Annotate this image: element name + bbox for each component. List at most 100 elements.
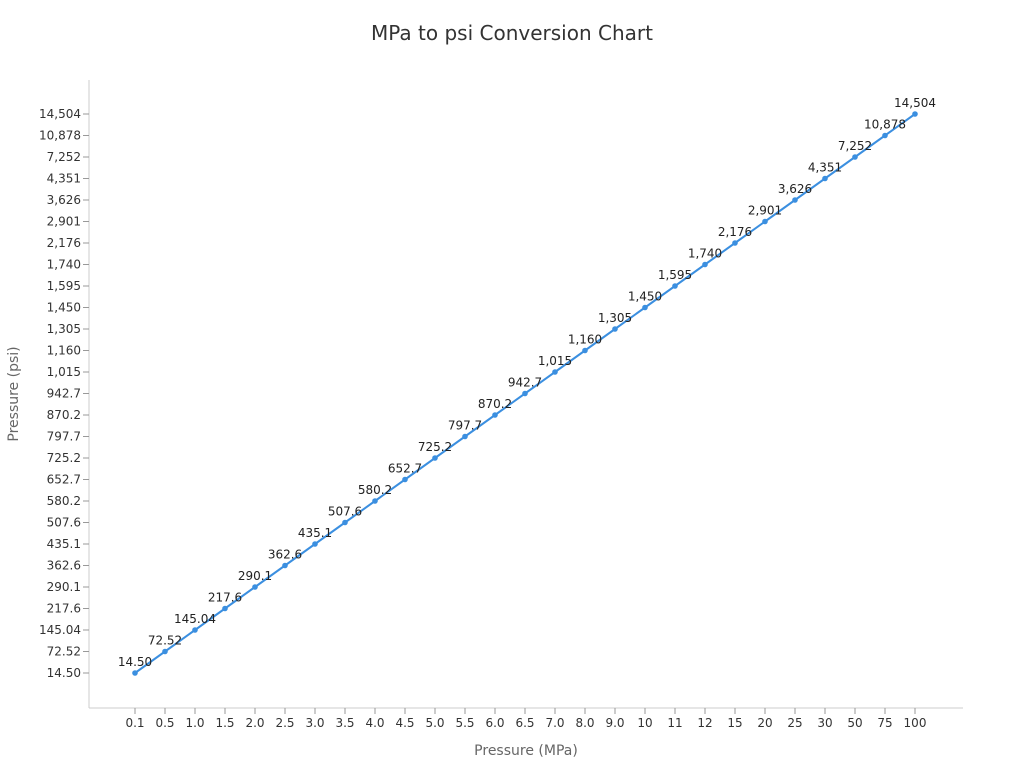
- data-label: 435.1: [298, 526, 332, 540]
- y-tick-label: 1,015: [47, 365, 81, 379]
- data-point: [582, 347, 588, 354]
- x-tick-label: 25: [787, 716, 802, 730]
- data-point: [612, 326, 618, 332]
- x-tick-label: 1.5: [215, 716, 234, 730]
- y-tick-label: 290.1: [47, 580, 81, 594]
- data-point: [372, 498, 378, 504]
- data-label: 2,901: [748, 204, 782, 218]
- y-tick-label: 507.6: [47, 516, 81, 530]
- data-label: 580.2: [358, 483, 392, 497]
- data-label: 942.7: [508, 376, 542, 390]
- y-ticks: 14.50 72.52 145.04 217.6 290.1 362.6 435.1 507.…: [39, 107, 89, 680]
- data-label: 217.6: [208, 591, 242, 605]
- data-label: 870.2: [478, 397, 512, 411]
- data-label: 4,351: [808, 161, 842, 175]
- data-label: 725.2: [418, 440, 452, 454]
- data-point: [192, 627, 198, 633]
- y-tick-label: 1,740: [47, 258, 81, 272]
- x-tick-label: 8.0: [575, 716, 594, 730]
- data-label: 652.7: [388, 462, 422, 476]
- y-tick-label: 362.6: [47, 559, 81, 573]
- data-label: 145.04: [174, 612, 216, 626]
- data-point: [342, 519, 348, 526]
- y-tick-label: 942.7: [47, 387, 81, 401]
- x-tick-label: 3.0: [305, 716, 324, 730]
- y-tick-label: 145.04: [39, 623, 81, 637]
- data-point: [762, 218, 768, 225]
- data-point: [282, 562, 288, 569]
- data-point: [222, 605, 228, 612]
- x-tick-label: 50: [847, 716, 862, 730]
- y-tick-label: 725.2: [47, 451, 81, 465]
- data-label: 72.52: [148, 634, 182, 648]
- x-tick-label: 0.5: [155, 716, 174, 730]
- chart-title: MPa to psi Conversion Chart: [371, 21, 653, 45]
- x-tick-label: 10: [637, 716, 652, 730]
- data-point: [432, 455, 438, 461]
- data-point: [252, 584, 258, 590]
- x-tick-label: 75: [877, 716, 892, 730]
- x-tick-label: 0.1: [125, 716, 144, 730]
- data-point: [132, 670, 138, 676]
- data-label: 1,450: [628, 290, 662, 304]
- data-point: [552, 369, 558, 375]
- x-tick-label: 1.0: [185, 716, 204, 730]
- x-tick-label: 7.0: [545, 716, 564, 730]
- x-tick-label: 6.0: [485, 716, 504, 730]
- x-tick-label: 9.0: [605, 716, 624, 730]
- y-axis-title: Pressure (psi): [6, 346, 22, 441]
- y-tick-label: 870.2: [47, 408, 81, 422]
- x-tick-label: 100: [904, 716, 927, 730]
- data-point: [462, 433, 468, 440]
- data-point: [912, 111, 918, 117]
- data-point: [672, 283, 678, 289]
- x-tick-label: 5.5: [455, 716, 474, 730]
- data-label: 362.6: [268, 548, 302, 562]
- y-tick-label: 1,450: [47, 301, 81, 315]
- data-point: [522, 390, 528, 397]
- data-label: 7,252: [838, 139, 872, 153]
- x-tick-label: 2.5: [275, 716, 294, 730]
- y-tick-label: 14,504: [39, 107, 81, 121]
- x-tick-label: 12: [697, 716, 712, 730]
- x-tick-label: 5.0: [425, 716, 444, 730]
- data-label: 290.1: [238, 569, 272, 583]
- y-tick-label: 797.7: [47, 430, 81, 444]
- data-point: [642, 304, 648, 311]
- data-point: [732, 240, 738, 246]
- y-tick-label: 4,351: [47, 172, 81, 186]
- data-point: [402, 476, 408, 483]
- data-label: 1,160: [568, 333, 602, 347]
- data-label: 14,504: [894, 96, 936, 110]
- y-tick-label: 580.2: [47, 494, 81, 508]
- data-point: [852, 154, 858, 160]
- y-tick-label: 435.1: [47, 537, 81, 551]
- y-tick-label: 3,626: [47, 193, 81, 207]
- data-labels: 14.50 72.52 145.04 217.6 290.1 362.6 435.1 507.…: [118, 96, 936, 669]
- data-point: [882, 132, 888, 139]
- data-label: 3,626: [778, 182, 812, 196]
- x-tick-label: 2.0: [245, 716, 264, 730]
- y-tick-label: 217.6: [47, 602, 81, 616]
- y-tick-label: 2,176: [47, 236, 81, 250]
- y-tick-label: 2,901: [47, 215, 81, 229]
- x-tick-label: 4.0: [365, 716, 384, 730]
- data-label: 14.50: [118, 655, 152, 669]
- x-tick-label: 3.5: [335, 716, 354, 730]
- data-label: 507.6: [328, 505, 362, 519]
- x-tick-label: 15: [727, 716, 742, 730]
- x-ticks: 0.1 0.5 1.0 1.5 2.0 2.5 3.0 3.5 4.0 4.5 5.0 5.5 6.0 6…: [125, 708, 926, 730]
- data-label: 1,015: [538, 354, 572, 368]
- x-tick-label: 30: [817, 716, 832, 730]
- y-tick-label: 10,878: [39, 129, 81, 143]
- x-axis-title: Pressure (MPa): [474, 743, 578, 759]
- y-tick-label: 1,305: [47, 322, 81, 336]
- data-label: 2,176: [718, 225, 752, 239]
- data-label: 1,740: [688, 247, 722, 261]
- x-tick-label: 4.5: [395, 716, 414, 730]
- data-label: 797.7: [448, 419, 482, 433]
- data-label: 1,595: [658, 268, 692, 282]
- y-tick-label: 652.7: [47, 473, 81, 487]
- y-tick-label: 14.50: [47, 666, 81, 680]
